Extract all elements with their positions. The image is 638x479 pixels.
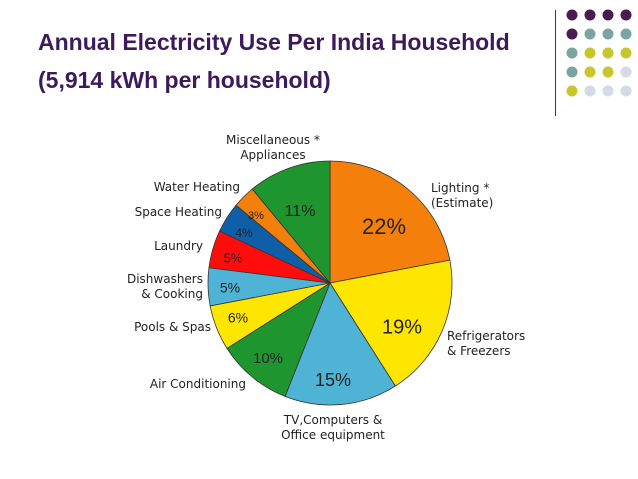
decorative-dot — [602, 66, 614, 78]
decorative-dot — [602, 9, 614, 21]
slice-category-label: Air Conditioning — [150, 377, 246, 391]
decorative-dot — [602, 47, 614, 59]
slice-category-label: Lighting * (Estimate) — [431, 181, 493, 210]
decorative-dot — [620, 47, 632, 59]
pie-slice — [226, 282, 331, 397]
decorative-dot — [566, 9, 578, 21]
decorative-dot — [620, 9, 632, 21]
decorative-dot — [620, 85, 632, 97]
decorative-dot — [566, 85, 578, 97]
decorative-dot-grid — [566, 9, 632, 97]
slice-category-label: Water Heating — [154, 180, 240, 194]
slice-percent-label: 10% — [253, 350, 283, 367]
slice-percent-label: 22% — [362, 214, 406, 239]
decorative-dot — [584, 47, 596, 59]
decorative-dot — [602, 28, 614, 40]
pie-slice — [251, 160, 331, 285]
chart-subtitle: (5,914 kWh per household) — [38, 67, 331, 93]
decorative-dot — [566, 66, 578, 78]
slice-category-label: Miscellaneous * Appliances — [226, 133, 320, 162]
slice-category-label: Dishwashers & Cooking — [127, 272, 203, 301]
decorative-dot — [620, 28, 632, 40]
decorative-dot — [620, 66, 632, 78]
decorative-dot — [584, 9, 596, 21]
pie-slice — [329, 259, 453, 387]
pie-slice — [284, 282, 396, 406]
slice-percent-label: 5% — [220, 280, 240, 296]
slice-category-label: TV,Computers & Office equipment — [281, 413, 385, 442]
decorative-divider — [555, 10, 556, 116]
slice-percent-label: 6% — [228, 310, 248, 326]
chart-title: Annual Electricity Use Per India Househo… — [38, 29, 510, 55]
slice-percent-label: 3% — [248, 210, 264, 222]
decorative-dot — [566, 28, 578, 40]
decorative-dot — [602, 85, 614, 97]
slice-percent-label: 11% — [285, 203, 316, 220]
decorative-dot — [584, 85, 596, 97]
pie-slice — [329, 160, 451, 284]
slice-percent-label: 19% — [382, 316, 422, 338]
slice-category-label: Refrigerators & Freezers — [447, 329, 525, 358]
slice-percent-label: 15% — [315, 370, 351, 390]
slice-percent-label: 4% — [235, 226, 253, 240]
slice-category-label: Laundry — [154, 239, 203, 253]
decorative-dot — [566, 47, 578, 59]
decorative-dot — [584, 66, 596, 78]
slice-percent-label: 5% — [224, 250, 243, 265]
slice-category-label: Pools & Spas — [134, 320, 211, 334]
decorative-dot — [584, 28, 596, 40]
slice-category-label: Space Heating — [135, 205, 222, 219]
